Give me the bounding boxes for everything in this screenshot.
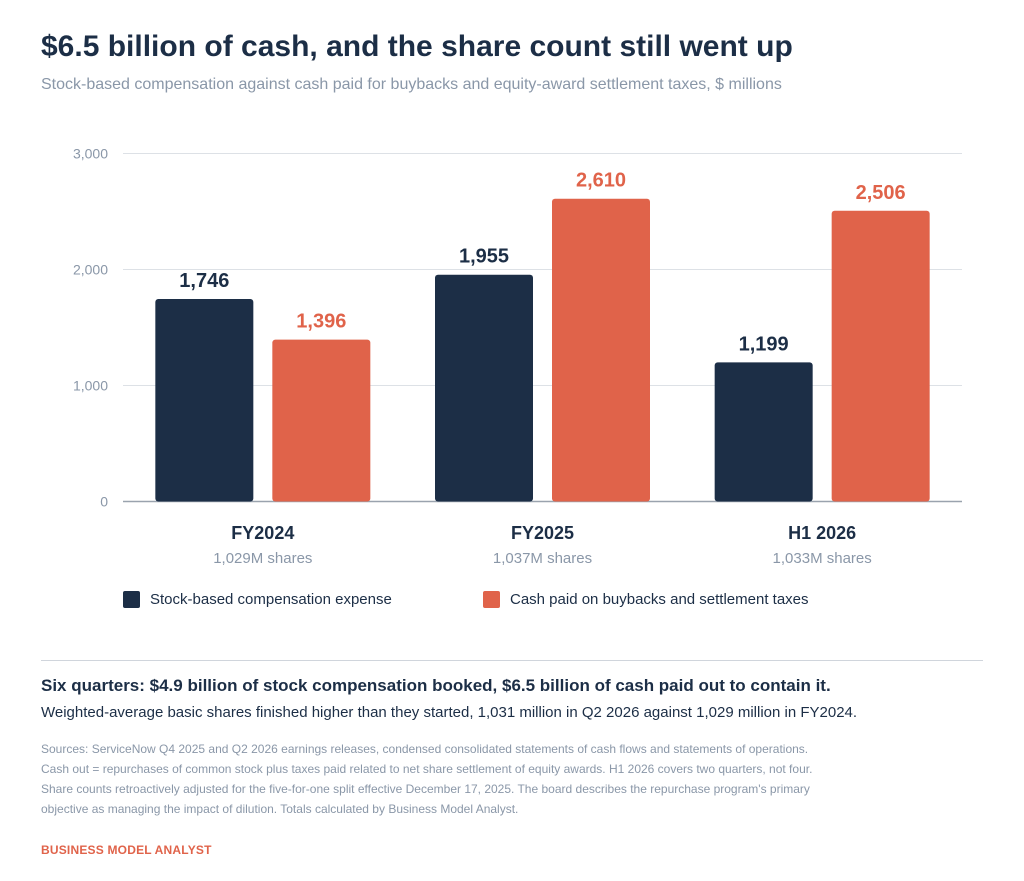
x-tick-sublabel: 1,037M shares: [493, 550, 592, 567]
legend-item-sbc: Stock-based compensation expense: [123, 591, 392, 608]
y-tick-label: 0: [100, 494, 108, 510]
section-divider: [41, 660, 983, 661]
x-tick-label: FY2025: [511, 523, 574, 543]
bar-value-label: 1,396: [296, 311, 346, 333]
bar-value-label: 2,610: [576, 170, 626, 192]
bar: [831, 210, 930, 502]
chart-subtitle: Stock-based compensation against cash pa…: [41, 76, 782, 93]
summary-lede: Weighted-average basic shares finished h…: [41, 704, 858, 721]
bar-value-label: 1,955: [459, 246, 509, 268]
legend-label-cash: Cash paid on buybacks and settlement tax…: [510, 591, 809, 608]
legend-label-sbc: Stock-based compensation expense: [150, 591, 392, 608]
bar-value-label: 2,506: [856, 182, 906, 204]
bar: [435, 274, 533, 502]
y-tick-label: 3,000: [73, 146, 108, 162]
bar: [552, 198, 650, 502]
x-tick-sublabel: 1,029M shares: [213, 550, 312, 567]
sources-line: Sources: ServiceNow Q4 2025 and Q2 2026 …: [41, 742, 809, 756]
sources-line: Cash out = repurchases of common stock p…: [41, 762, 813, 776]
chart-title: $6.5 billion of cash, and the share coun…: [41, 30, 793, 63]
chart-legend: Stock-based compensation expense Cash pa…: [0, 591, 1024, 611]
bar-value-label: 1,199: [739, 333, 789, 355]
y-tick-label: 2,000: [73, 262, 108, 278]
bar: [155, 298, 254, 502]
y-tick-label: 1,000: [73, 378, 108, 394]
summary-headline: Six quarters: $4.9 billion of stock comp…: [41, 676, 831, 695]
sources-line: objective as managing the impact of dilu…: [41, 802, 519, 816]
legend-item-cash: Cash paid on buybacks and settlement tax…: [483, 591, 809, 608]
legend-swatch-sbc: [123, 591, 140, 608]
x-tick-label: FY2024: [231, 523, 294, 543]
bar-chart: 0 1,000 2,000 3,000 1,746 1,396 FY2024 1,029M s…: [73, 146, 962, 567]
legend-swatch-cash: [483, 591, 500, 608]
bar: [272, 339, 371, 502]
sources-note: Sources: ServiceNow Q4 2025 and Q2 2026 …: [41, 739, 841, 819]
bar: [714, 362, 813, 502]
bar-value-label: 1,746: [179, 270, 229, 292]
sources-line: Share counts retroactively adjusted for …: [41, 782, 810, 796]
x-tick-sublabel: 1,033M shares: [773, 550, 872, 567]
brand-footer: BUSINESS MODEL ANALYST: [41, 843, 212, 857]
x-tick-label: H1 2026: [788, 523, 856, 543]
